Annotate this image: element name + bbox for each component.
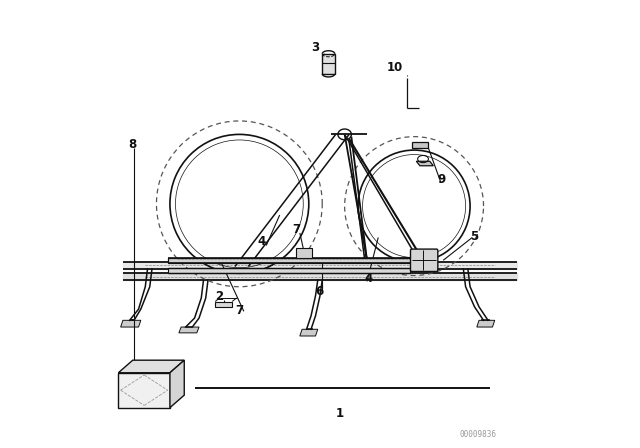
- Polygon shape: [120, 320, 141, 327]
- Polygon shape: [215, 302, 232, 307]
- Polygon shape: [300, 329, 317, 336]
- Polygon shape: [179, 327, 199, 333]
- Polygon shape: [416, 161, 433, 166]
- Polygon shape: [170, 360, 184, 408]
- Text: 2: 2: [215, 290, 223, 303]
- Text: 1: 1: [336, 407, 344, 420]
- Text: 7: 7: [236, 303, 243, 317]
- Text: 4: 4: [364, 272, 372, 285]
- Text: 10: 10: [387, 60, 403, 74]
- Text: 7: 7: [292, 223, 301, 236]
- Polygon shape: [168, 268, 410, 273]
- Text: 00009836: 00009836: [460, 430, 497, 439]
- Text: 8: 8: [129, 138, 137, 151]
- Polygon shape: [168, 258, 432, 263]
- Polygon shape: [296, 248, 312, 258]
- Polygon shape: [118, 373, 170, 408]
- Text: 9: 9: [438, 172, 446, 186]
- Text: 6: 6: [315, 284, 323, 298]
- Text: 4: 4: [258, 235, 266, 249]
- Text: 5: 5: [470, 230, 479, 243]
- Polygon shape: [412, 142, 428, 148]
- Polygon shape: [477, 320, 495, 327]
- Polygon shape: [118, 360, 184, 373]
- FancyBboxPatch shape: [410, 249, 438, 271]
- Polygon shape: [123, 273, 517, 280]
- Text: 3: 3: [312, 40, 319, 54]
- Polygon shape: [323, 54, 335, 74]
- Polygon shape: [123, 262, 517, 269]
